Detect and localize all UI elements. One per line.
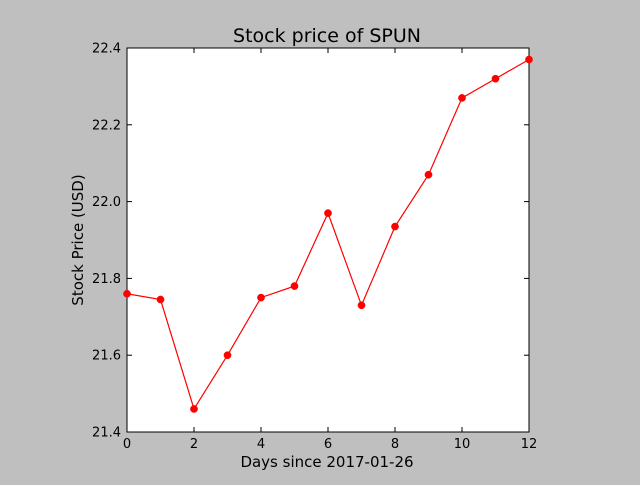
x-axis-label: Days since 2017-01-26: [240, 453, 413, 471]
data-point: [424, 170, 433, 179]
y-tick-label: 21.4: [92, 426, 121, 441]
x-axis-ticks: 0 2 4 6 8 10 12: [123, 48, 537, 452]
data-point: [257, 293, 265, 302]
y-tick-label: 22.0: [92, 195, 121, 210]
data-point: [525, 55, 533, 64]
data-point: [123, 289, 131, 298]
y-axis-ticks: 21.4 21.6 21.8 22.0 22.2 22.4: [92, 42, 529, 441]
x-tick-label: 12: [521, 437, 538, 452]
data-point: [290, 282, 299, 290]
y-axis-label: Stock Price (USD): [69, 174, 87, 305]
data-point: [458, 94, 466, 102]
data-point: [156, 295, 165, 304]
data-point: [491, 74, 500, 83]
series-points: [123, 55, 533, 413]
y-tick-label: 21.8: [92, 272, 121, 287]
plot-area: [126, 47, 530, 433]
y-tick-label: 22.4: [92, 42, 121, 57]
data-point: [391, 222, 399, 231]
y-tick-label: 22.2: [92, 118, 121, 133]
y-tick-label: 21.6: [92, 349, 121, 364]
x-tick-label: 2: [190, 437, 198, 452]
x-tick-label: 6: [324, 437, 332, 452]
data-point: [324, 209, 332, 217]
x-tick-label: 0: [123, 437, 131, 452]
data-point: [357, 301, 366, 310]
data-point: [190, 405, 198, 413]
x-tick-label: 10: [454, 437, 471, 452]
x-tick-label: 4: [257, 437, 265, 452]
x-tick-label: 8: [391, 437, 399, 452]
chart-title: Stock price of SPUN: [233, 25, 421, 47]
data-point: [223, 351, 232, 360]
